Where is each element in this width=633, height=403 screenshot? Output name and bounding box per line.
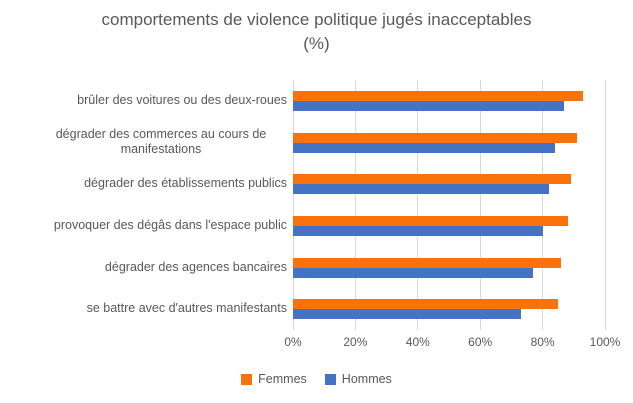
chart-title-line2: (%)	[303, 34, 330, 53]
x-tick-label: 40%	[405, 335, 430, 349]
legend-swatch-femmes	[241, 373, 253, 385]
category-label: provoquer des dégâs dans l'espace public	[53, 217, 287, 232]
bar-group	[293, 247, 605, 289]
x-tick-label: 0%	[284, 335, 302, 349]
bar-femmes	[293, 257, 562, 268]
bar-hommes	[293, 309, 521, 320]
category-label-slot: brûler des voitures ou des deux-roues	[0, 80, 287, 122]
category-axis: brûler des voitures ou des deux-roues dég…	[0, 80, 287, 330]
x-tick-label: 80%	[530, 335, 555, 349]
gridline	[542, 80, 544, 330]
chart-title: comportements de violence politique jugé…	[0, 8, 633, 56]
bar-hommes	[293, 142, 556, 153]
category-label: brûler des voitures ou des deux-roues	[77, 93, 287, 108]
gridline	[604, 80, 606, 330]
category-label: dégrader des agences bancaires	[104, 259, 287, 274]
bar-femmes	[293, 216, 568, 226]
legend-item-femmes: Femmes	[241, 372, 307, 386]
legend-label-femmes: Femmes	[258, 372, 307, 386]
category-label-slot: dégrader des commerces au cours de manif…	[0, 122, 287, 164]
x-tick-label: 20%	[343, 335, 368, 349]
bar-group	[293, 80, 605, 122]
bar-hommes	[293, 267, 534, 278]
gridline	[417, 80, 419, 330]
gridline	[479, 80, 481, 330]
chart-title-line1: comportements de violence politique jugé…	[101, 10, 532, 29]
bar-group	[293, 163, 605, 205]
bar-hommes	[293, 226, 543, 236]
bar-hommes	[293, 184, 549, 195]
category-label-slot: provoquer des dégâs dans l'espace public	[0, 205, 287, 247]
bar-hommes	[293, 101, 565, 111]
gridline	[292, 80, 294, 330]
category-label-slot: dégrader des établissements publics	[0, 163, 287, 205]
bar-femmes	[293, 91, 584, 101]
x-tick-label: 60%	[468, 335, 493, 349]
value-axis: 0% 20% 40% 60% 80% 100%	[284, 335, 620, 351]
bar-group	[293, 288, 605, 330]
bar-femmes	[293, 132, 577, 143]
bar-group	[293, 205, 605, 247]
plot-area	[292, 80, 606, 330]
bar-group	[293, 122, 605, 164]
legend-swatch-hommes	[324, 373, 336, 385]
legend: Femmes Hommes	[0, 372, 633, 386]
legend-label-hommes: Hommes	[341, 372, 392, 386]
x-tick-label: 100%	[589, 335, 621, 349]
category-label: se battre avec d'autres manifestants	[86, 301, 287, 316]
category-label: dégrader des établissements publics	[84, 176, 287, 191]
legend-item-hommes: Hommes	[324, 372, 392, 386]
gridline	[354, 80, 356, 330]
bar-femmes	[293, 174, 571, 185]
category-label-slot: dégrader des agences bancaires	[0, 247, 287, 289]
bar-femmes	[293, 299, 559, 310]
category-label: dégrader des commerces au cours de manif…	[55, 126, 267, 157]
category-label-slot: se battre avec d'autres manifestants	[0, 288, 287, 330]
